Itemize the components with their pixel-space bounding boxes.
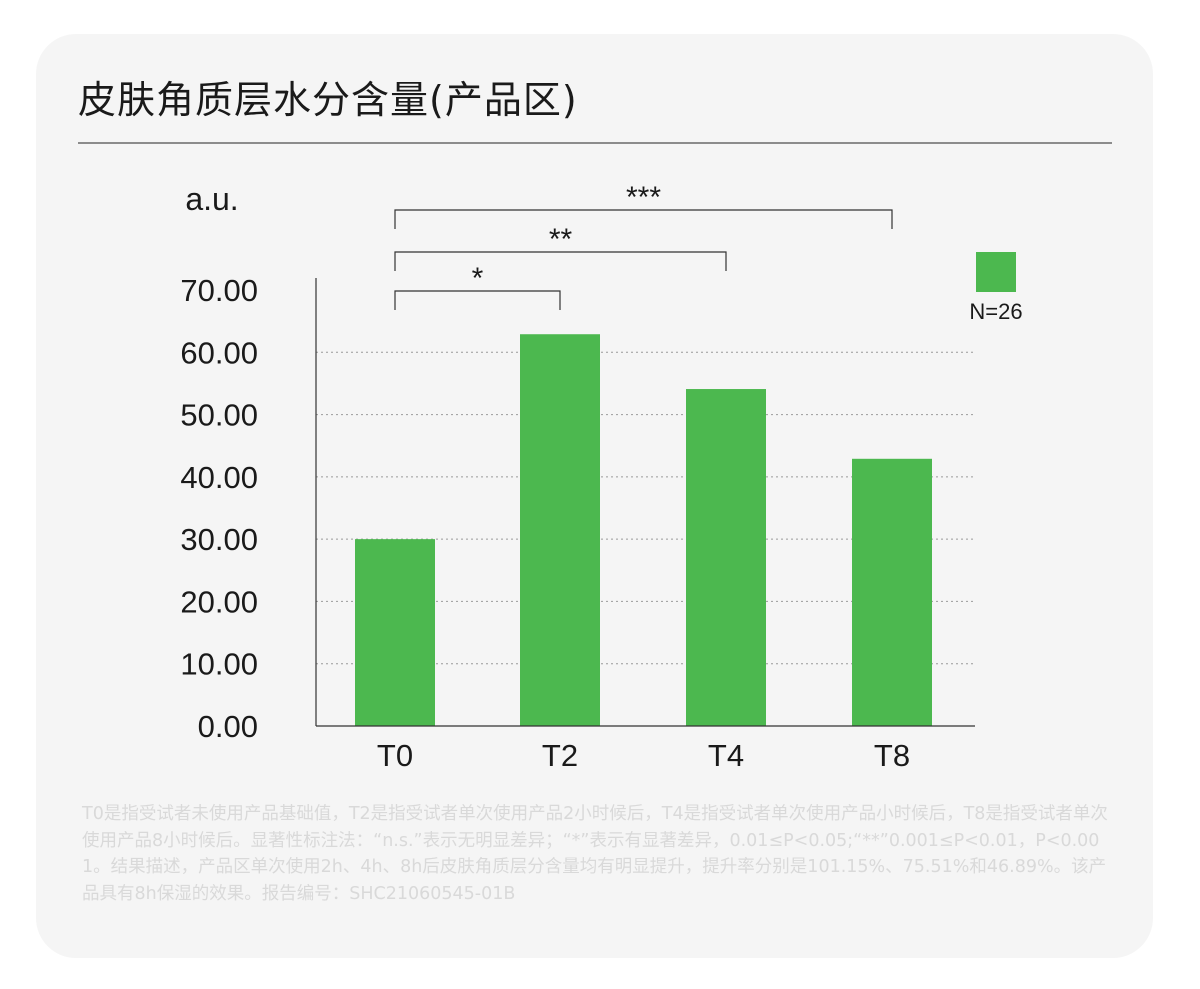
significance-label: * — [472, 262, 484, 295]
bar-t4 — [686, 389, 766, 726]
y-tick-label: 70.00 — [180, 273, 258, 308]
x-tick-label: T8 — [874, 738, 910, 773]
significance-bracket — [394, 209, 893, 229]
significance-brackets: ****** — [394, 181, 893, 310]
x-tick-label: T4 — [708, 738, 744, 773]
footnote: T0是指受试者未使用产品基础值，T2是指受试者单次使用产品2小时候后，T4是指受… — [82, 804, 1108, 904]
legend: N=26 — [969, 252, 1023, 324]
y-tick-label: 50.00 — [180, 398, 258, 433]
significance-bracket — [394, 251, 727, 271]
x-tick-label: T0 — [377, 738, 413, 773]
title-divider — [78, 142, 1112, 144]
x-axis-ticks: T0 T2 T4 T8 — [377, 738, 910, 773]
chart-title: 皮肤角质层水分含量(产品区) — [78, 78, 578, 122]
significance-label: ** — [549, 223, 573, 256]
bar-t0 — [355, 539, 435, 726]
bar-t8 — [852, 458, 932, 726]
bars — [355, 334, 932, 726]
legend-swatch — [976, 252, 1016, 292]
legend-label: N=26 — [969, 299, 1022, 324]
x-tick-label: T2 — [542, 738, 578, 773]
y-axis-label: a.u. — [185, 181, 238, 217]
y-tick-label: 40.00 — [180, 460, 258, 495]
bar-chart: a.u. 0.00 10.00 20.00 30.00 40.00 50.00 60.00 7… — [180, 181, 1023, 773]
y-tick-label: 60.00 — [180, 335, 258, 370]
axes — [315, 278, 975, 727]
significance-bracket — [394, 290, 561, 310]
y-tick-label: 30.00 — [180, 522, 258, 557]
y-tick-label: 0.00 — [198, 709, 258, 744]
significance-label: *** — [626, 181, 661, 214]
y-axis-ticks: 0.00 10.00 20.00 30.00 40.00 50.00 60.00 70.00 — [180, 273, 258, 744]
bar-t2 — [520, 334, 600, 726]
y-tick-label: 20.00 — [180, 584, 258, 619]
y-tick-label: 10.00 — [180, 647, 258, 682]
